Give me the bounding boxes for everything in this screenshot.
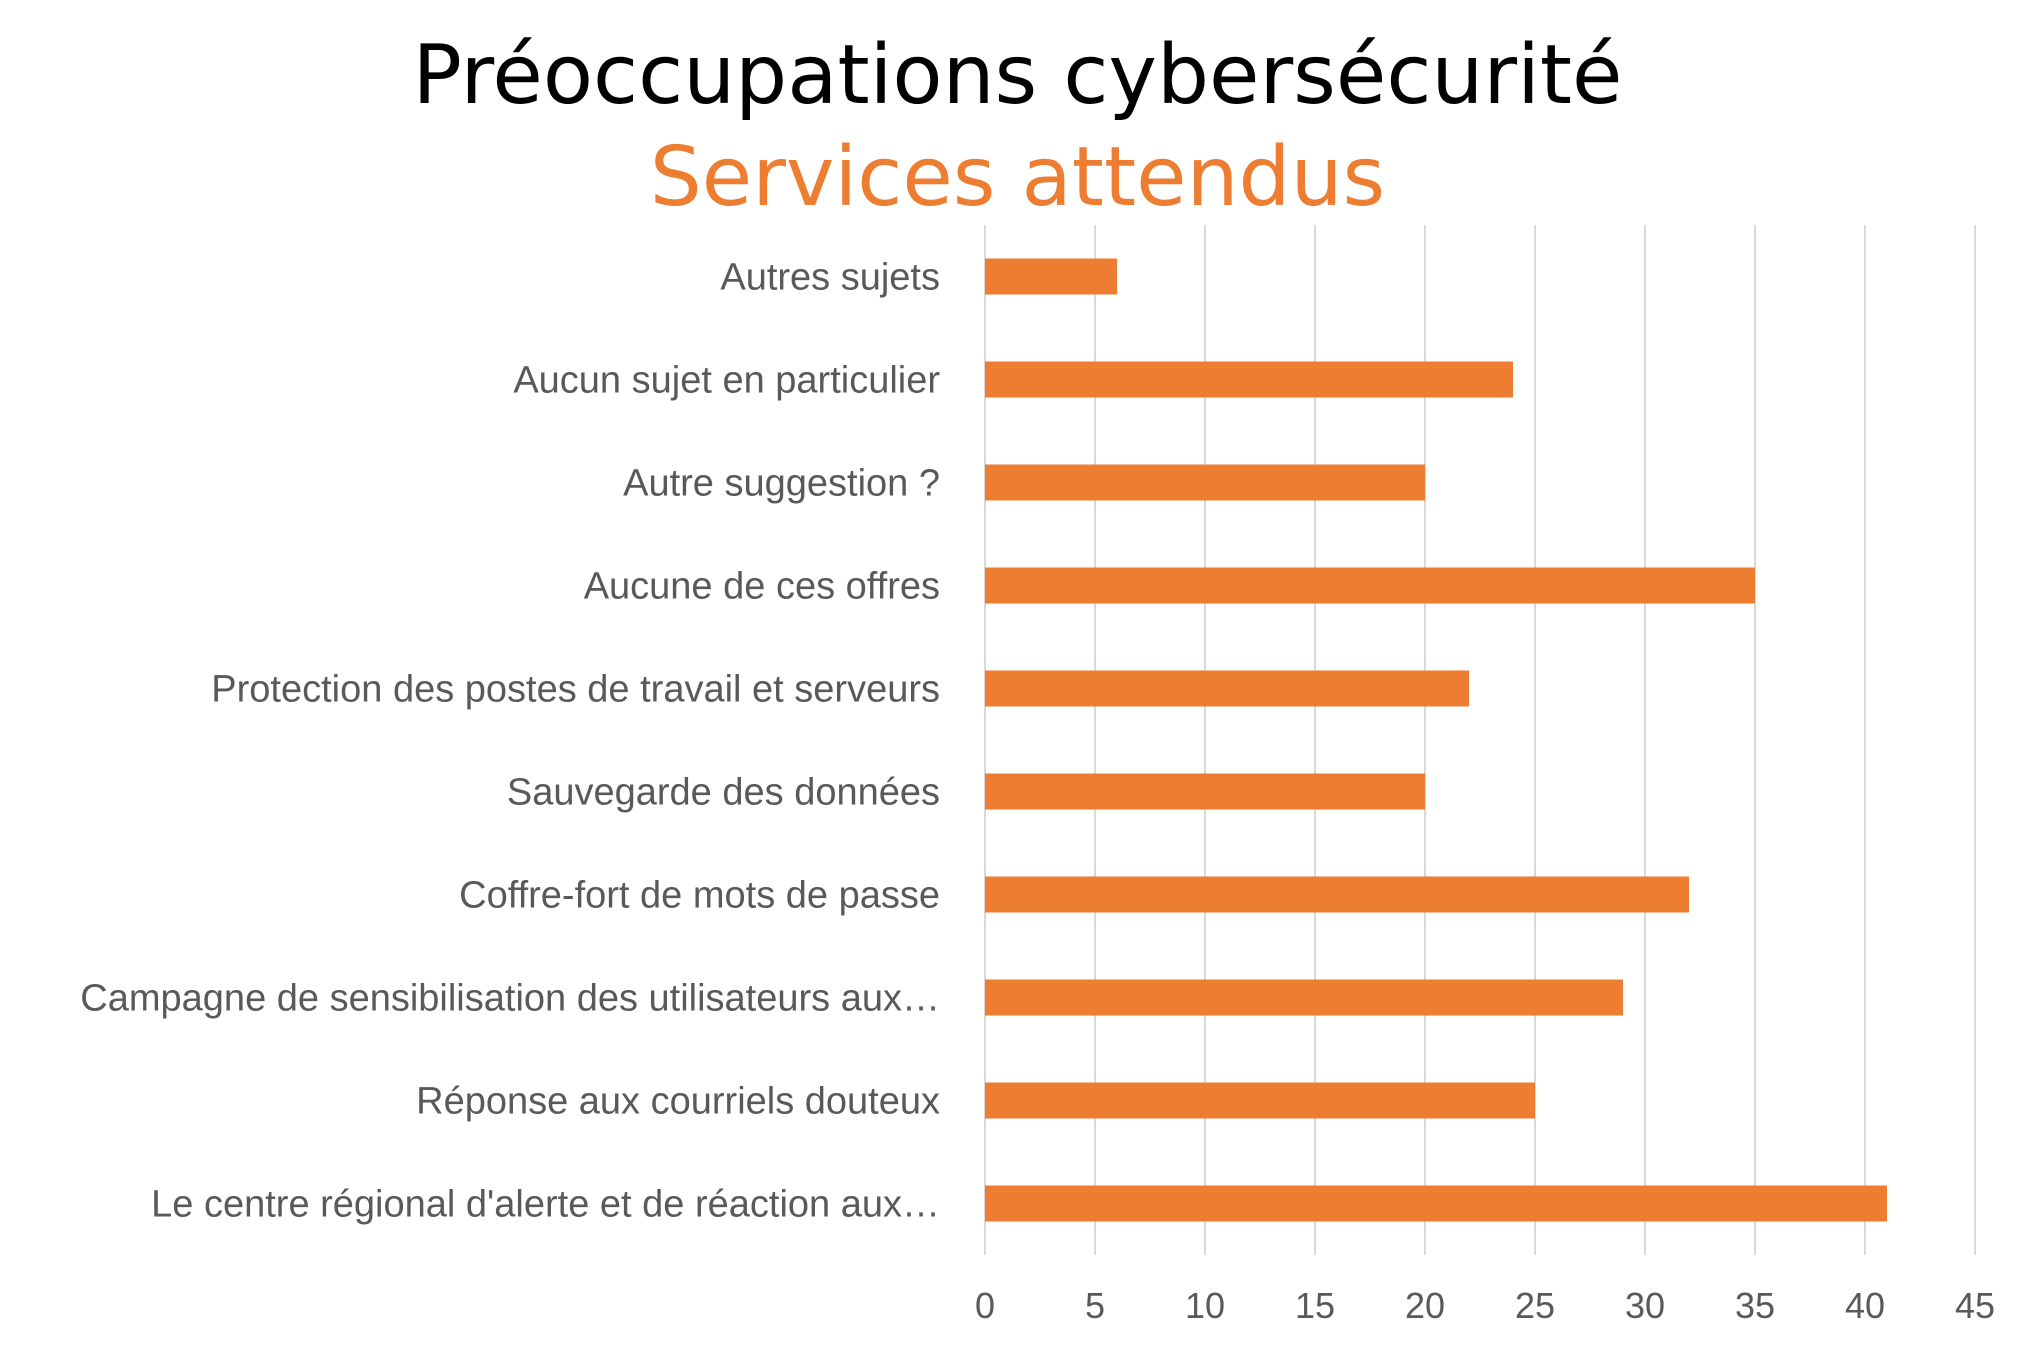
- x-tick-labels: 0 5 10 15 20 25 30 35 40 45: [975, 1285, 1995, 1326]
- category-label: Campagne de sensibilisation des utilisat…: [80, 978, 940, 1020]
- category-label: Aucune de ces offres: [584, 566, 940, 608]
- bar: [985, 1185, 1887, 1222]
- category-label: Réponse aux courriels douteux: [416, 1081, 940, 1123]
- x-tick-label: 35: [1735, 1285, 1775, 1326]
- x-tick-label: 45: [1955, 1285, 1995, 1326]
- bars: [985, 258, 1887, 1222]
- category-label: Coffre-fort de mots de passe: [459, 875, 940, 917]
- category-label: Sauvegarde des données: [507, 772, 940, 814]
- bar: [985, 670, 1469, 707]
- x-tick-label: 25: [1515, 1285, 1555, 1326]
- x-tick-label: 15: [1295, 1285, 1335, 1326]
- x-tick-label: 5: [1085, 1285, 1105, 1326]
- chart-subtitle: Services attendus: [649, 130, 1386, 225]
- x-tick-label: 30: [1625, 1285, 1665, 1326]
- bar: [985, 258, 1117, 295]
- category-label: Autres sujets: [720, 257, 940, 299]
- category-label: Le centre régional d'alerte et de réacti…: [151, 1184, 940, 1226]
- category-label: Protection des postes de travail et serv…: [211, 669, 940, 711]
- category-labels: Autres sujets Aucun sujet en particulier A…: [80, 257, 940, 1226]
- bar: [985, 464, 1425, 501]
- bar: [985, 567, 1755, 604]
- category-label: Aucun sujet en particulier: [513, 360, 940, 402]
- bar: [985, 979, 1623, 1016]
- bar: [985, 876, 1689, 913]
- bar: [985, 773, 1425, 810]
- bar: [985, 361, 1513, 398]
- category-label: Autre suggestion ?: [623, 463, 940, 505]
- x-tick-label: 20: [1405, 1285, 1445, 1326]
- x-tick-label: 40: [1845, 1285, 1885, 1326]
- x-tick-label: 10: [1185, 1285, 1225, 1326]
- chart-title: Préoccupations cybersécurité: [412, 28, 1623, 123]
- x-tick-label: 0: [975, 1285, 995, 1326]
- bar: [985, 1082, 1535, 1119]
